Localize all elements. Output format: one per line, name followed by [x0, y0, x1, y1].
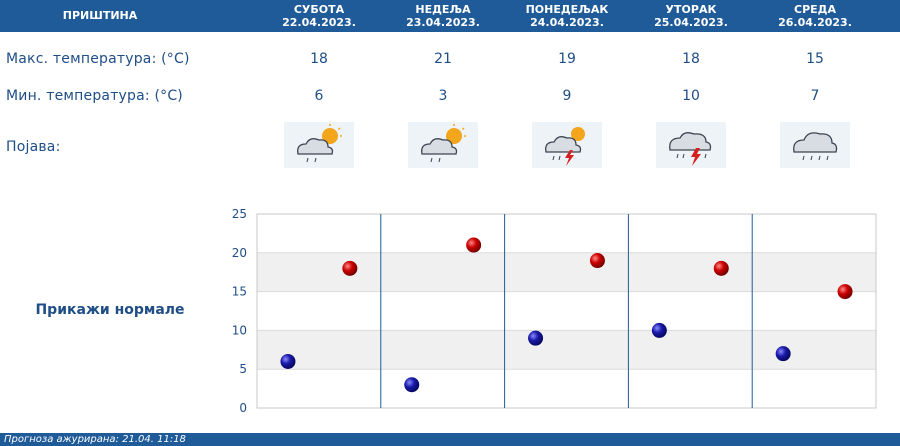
day-date: 22.04.2023.	[282, 16, 356, 29]
max-temp-point	[342, 260, 358, 276]
max-temp-value: 18	[682, 51, 700, 67]
day-date: 25.04.2023.	[654, 16, 728, 29]
max-temp-point	[713, 260, 729, 276]
min-temp-point	[280, 353, 296, 369]
day-header-5: СРЕДА 26.04.2023.	[753, 3, 877, 29]
y-tick-label: 25	[232, 207, 247, 221]
y-tick-label: 20	[232, 246, 247, 260]
rain-cloud-icon	[780, 122, 850, 168]
day-name: УТОРАК	[665, 3, 717, 16]
partly-cloudy-rain-icon	[408, 122, 478, 168]
forecast-updated-text: Прогноза ажурирана: 21.04. 11:18	[4, 434, 186, 445]
thunderstorm-icon	[656, 122, 726, 168]
max-temp-label: Макс. температура: (°C)	[6, 51, 190, 67]
show-normals-button[interactable]: Прикажи нормале	[35, 302, 185, 318]
min-temp-value: 3	[438, 88, 448, 104]
grid-band	[257, 330, 876, 370]
temperature-chart: 0 5 10 15 20 25	[232, 207, 877, 415]
day-header-2: НЕДЕЉА 23.04.2023.	[381, 3, 505, 29]
day-header-3: ПОНЕДЕЉАК 24.04.2023.	[505, 3, 629, 29]
day-name: ПОНЕДЕЉАК	[525, 3, 609, 16]
max-temp-point	[837, 284, 853, 300]
y-tick-label: 5	[239, 362, 247, 376]
y-tick-label: 0	[239, 401, 247, 415]
y-tick-label: 15	[232, 285, 247, 299]
day-header-1: СУБОТА 22.04.2023.	[257, 3, 381, 29]
plot-frame	[256, 213, 877, 409]
day-name: СУБОТА	[293, 3, 345, 16]
day-name: СРЕДА	[794, 3, 836, 16]
forecast-footer: Прогноза ажурирана: 21.04. 11:18	[0, 433, 900, 446]
max-temp-value: 15	[806, 51, 824, 67]
partly-cloudy-rain-icon	[284, 122, 354, 168]
max-temp-point	[466, 237, 482, 253]
y-tick-label: 10	[232, 323, 247, 337]
max-temp-value: 21	[434, 51, 452, 67]
min-temp-point	[528, 330, 544, 346]
min-temp-value: 6	[314, 88, 324, 104]
thunderstorm-sun-icon	[532, 122, 602, 168]
min-temp-point	[775, 346, 791, 362]
weather-label: Појава:	[6, 139, 61, 155]
max-temp-point	[589, 253, 605, 269]
min-temp-value: 9	[562, 88, 572, 104]
min-temp-label: Мин. температура: (°C)	[6, 88, 183, 104]
city-name: ПРИШТИНА	[62, 9, 138, 22]
max-temp-value: 19	[558, 51, 576, 67]
day-date: 23.04.2023.	[406, 16, 480, 29]
max-temp-value: 18	[310, 51, 328, 67]
day-header-4: УТОРАК 25.04.2023.	[629, 3, 753, 29]
grid-band	[257, 252, 876, 292]
min-temp-point	[404, 377, 420, 393]
min-temp-value: 7	[810, 88, 820, 104]
day-date: 24.04.2023.	[530, 16, 604, 29]
forecast-header: ПРИШТИНА СУБОТА 22.04.2023. НЕДЕЉА 23.04…	[0, 0, 900, 32]
day-date: 26.04.2023.	[778, 16, 852, 29]
min-temp-point	[651, 322, 667, 338]
min-temp-value: 10	[682, 88, 700, 104]
day-name: НЕДЕЉА	[415, 3, 471, 16]
